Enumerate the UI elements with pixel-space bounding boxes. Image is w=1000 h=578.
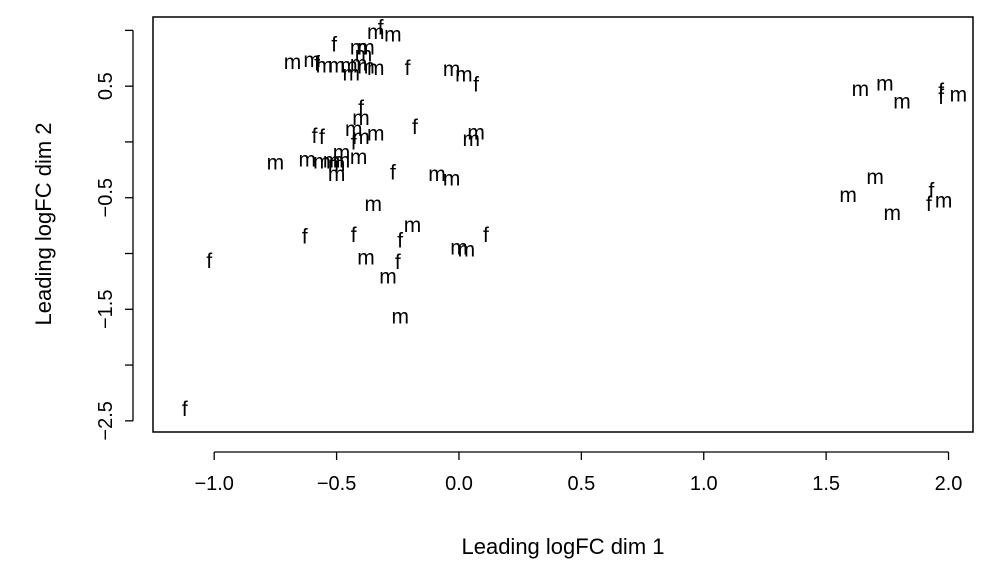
point-male: m <box>365 193 383 216</box>
point-male: m <box>866 166 884 189</box>
point-female: f <box>405 57 411 80</box>
point-male: m <box>345 118 363 141</box>
point-male: m <box>458 239 476 262</box>
point-male: m <box>876 72 894 95</box>
point-male: m <box>352 126 370 149</box>
point-male: m <box>443 167 461 190</box>
y-tick-label: −2.5 <box>95 401 117 440</box>
point-female: f <box>378 17 384 40</box>
point-male: m <box>391 306 409 329</box>
point-female: f <box>395 251 401 274</box>
x-tick-label: −0.5 <box>317 473 356 495</box>
y-tick-label: −0.5 <box>95 178 117 217</box>
point-female: f <box>314 52 320 75</box>
point-female: f <box>206 250 212 273</box>
point-male: m <box>450 236 468 259</box>
y-axis-title: Leading logFC dim 2 <box>31 122 56 325</box>
point-female: f <box>319 126 325 149</box>
x-tick-label: 1.0 <box>690 473 718 495</box>
point-male: m <box>333 142 351 165</box>
point-male: m <box>443 58 461 81</box>
point-male: m <box>323 149 341 172</box>
point-male: m <box>298 148 316 171</box>
point-male: m <box>355 43 373 66</box>
point-male: m <box>328 153 346 176</box>
point-female: f <box>938 80 944 103</box>
point-male: m <box>328 55 346 78</box>
point-female: f <box>483 224 489 247</box>
point-male: m <box>367 57 385 80</box>
point-male: m <box>340 55 358 78</box>
point-male: m <box>357 56 375 79</box>
point-male: m <box>357 37 375 60</box>
point-female: f <box>926 193 932 216</box>
point-male: m <box>950 84 968 107</box>
x-axis: −1.0 −0.5 0.0 0.5 1.0 1.5 2.0 <box>194 451 963 495</box>
point-female: f <box>938 86 944 109</box>
point-male: m <box>367 123 385 146</box>
point-male: m <box>852 78 870 101</box>
point-female: f <box>390 162 396 185</box>
point-male: m <box>893 90 911 113</box>
point-male: m <box>303 49 321 72</box>
point-male: m <box>839 184 857 207</box>
y-axis: −2.5 −1.5 −0.5 0.5 <box>95 29 134 441</box>
point-female: f <box>312 125 318 148</box>
point-female: f <box>358 97 364 120</box>
point-male: m <box>455 64 473 87</box>
point-male: m <box>284 51 302 74</box>
point-male: m <box>367 21 385 44</box>
point-female: f <box>473 74 479 97</box>
point-female: f <box>397 230 403 253</box>
x-axis-title: Leading logFC dim 1 <box>461 534 664 559</box>
point-female: f <box>351 224 357 247</box>
point-male: m <box>328 163 346 186</box>
point-male: m <box>404 214 422 237</box>
point-male: m <box>384 23 402 46</box>
x-tick-label: 2.0 <box>935 473 963 495</box>
x-tick-label: 1.5 <box>812 473 840 495</box>
point-male: m <box>352 107 370 130</box>
point-female: f <box>928 180 934 203</box>
y-tick-label: −1.5 <box>95 290 117 329</box>
x-tick-label: 0.0 <box>445 473 473 495</box>
plot-frame <box>152 16 974 433</box>
point-female: f <box>351 132 357 155</box>
point-male: m <box>350 146 368 169</box>
point-male: m <box>379 265 397 288</box>
x-tick-label: 0.5 <box>567 473 595 495</box>
point-female: f <box>331 33 337 56</box>
point-male: m <box>428 163 446 186</box>
point-male: m <box>350 37 368 60</box>
y-tick-label: 0.5 <box>95 72 117 100</box>
point-male: m <box>462 128 480 151</box>
point-male: m <box>333 149 351 172</box>
point-male: m <box>467 122 485 145</box>
point-male: m <box>313 151 331 174</box>
point-male: m <box>316 55 334 78</box>
x-tick-label: −1.0 <box>194 473 233 495</box>
point-male: m <box>350 52 368 75</box>
point-male: m <box>357 246 375 269</box>
point-male: m <box>935 190 953 213</box>
point-male: m <box>267 152 285 175</box>
point-female: f <box>412 116 418 139</box>
point-female: f <box>302 225 308 248</box>
point-male: m <box>883 202 901 225</box>
point-male: m <box>343 62 361 85</box>
point-female: f <box>182 398 188 421</box>
